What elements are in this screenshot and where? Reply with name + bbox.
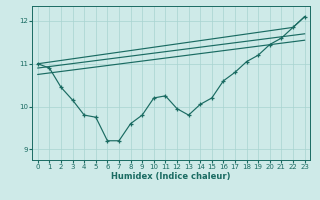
X-axis label: Humidex (Indice chaleur): Humidex (Indice chaleur): [111, 172, 231, 181]
